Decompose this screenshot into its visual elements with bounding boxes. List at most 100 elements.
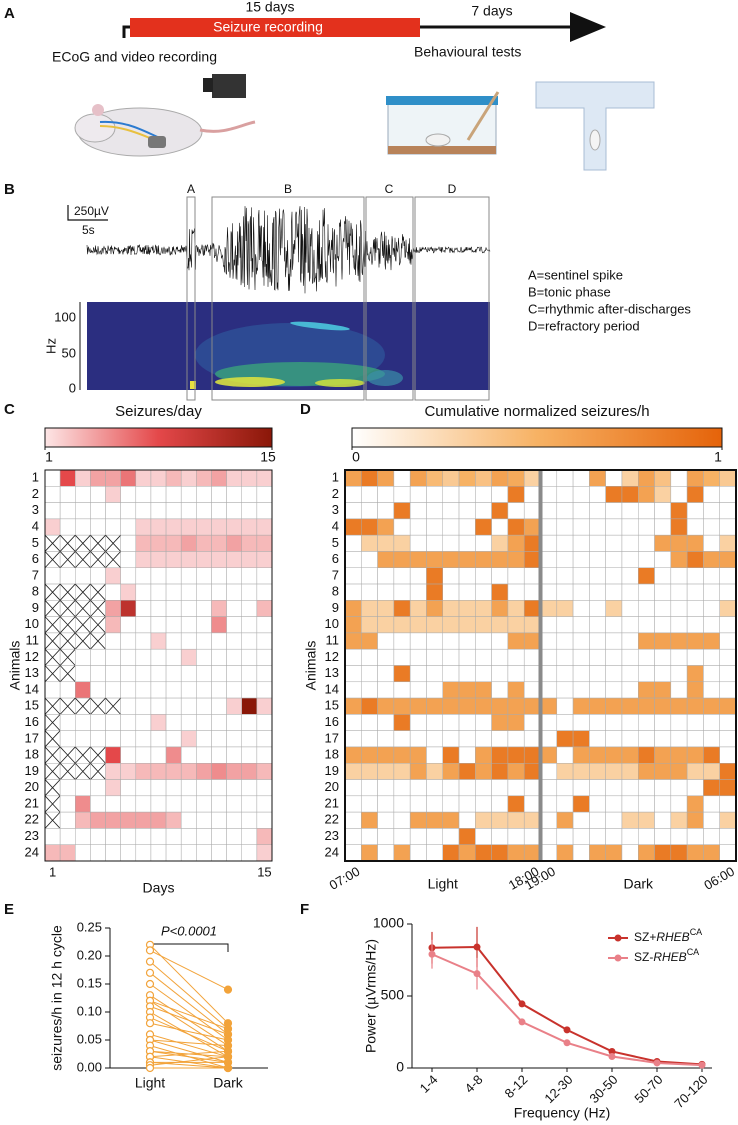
missing-cross: [105, 534, 121, 552]
heat-cell: [256, 795, 273, 813]
heat-cell: [540, 616, 558, 634]
heat-cell: [211, 681, 227, 699]
heat-cell: [196, 648, 212, 666]
heat-cell: [256, 779, 273, 797]
row-label: 19: [325, 763, 339, 778]
heat-cell: [540, 486, 558, 503]
heat-cell: [670, 763, 688, 780]
heat-cell: [458, 795, 476, 813]
heat-cell: [120, 828, 137, 845]
heat-cell: [196, 534, 212, 552]
heat-cell: [556, 518, 574, 536]
heat-cell: [654, 746, 672, 764]
heat-cell: [44, 502, 61, 520]
heat-cell: [719, 502, 737, 520]
heat-cell: [426, 616, 444, 634]
heat-cell: [344, 828, 362, 845]
heat-cell: [241, 518, 258, 536]
heat-cell: [589, 600, 606, 617]
heat-cell: [589, 648, 606, 666]
heat-cell: [638, 828, 655, 845]
heat-cell: [165, 844, 182, 862]
heat-cell: [605, 534, 623, 552]
heat-cell: [589, 795, 606, 813]
heat-cell: [393, 616, 411, 634]
heat-cell: [523, 681, 541, 699]
heat-cell: [44, 567, 61, 585]
heat-cell: [241, 763, 258, 780]
heat-cell: [654, 469, 672, 487]
heat-cell: [241, 795, 258, 813]
y-tick-label: 0.20: [77, 947, 102, 962]
row-label: 1: [32, 470, 39, 485]
heat-cell: [507, 518, 525, 536]
heat-cell: [458, 567, 476, 585]
heat-cell: [670, 681, 688, 699]
heat-cell: [59, 795, 76, 813]
heat-cell: [670, 828, 688, 845]
heat-cell: [638, 714, 655, 731]
heat-cell: [475, 486, 492, 503]
heat-cell: [426, 665, 444, 683]
heat-cell: [523, 795, 541, 813]
heat-cell: [361, 583, 378, 601]
heat-cell: [120, 795, 137, 813]
heat-cell: [458, 616, 476, 634]
heat-cell: [393, 518, 411, 536]
heat-cell: [605, 567, 623, 585]
heat-cell: [556, 730, 574, 748]
heat-cell: [361, 665, 378, 683]
heat-cell: [491, 795, 509, 813]
heat-cell: [196, 779, 212, 797]
heat-cell: [361, 779, 378, 797]
y-tick-label: 1000: [373, 915, 404, 931]
test-days: 7 days: [471, 3, 512, 19]
heat-cell: [523, 486, 541, 503]
heat-cell: [226, 648, 242, 666]
heat-cell: [621, 681, 639, 699]
heat-cell: [105, 518, 121, 536]
heat-cell: [409, 763, 427, 780]
heat-cell: [507, 779, 525, 797]
heat-cell: [507, 469, 525, 487]
heat-cell: [377, 746, 395, 764]
heat-cell: [256, 763, 273, 780]
data-point: [563, 1039, 571, 1047]
heat-cell: [540, 730, 558, 748]
heat-cell: [523, 697, 541, 715]
heat-cell: [605, 844, 623, 862]
heat-cell: [670, 697, 688, 715]
heat-cell: [719, 828, 737, 845]
row-label: 9: [332, 600, 339, 615]
heat-cell: [491, 844, 509, 862]
heat-cell: [393, 730, 411, 748]
heat-cell: [475, 828, 492, 845]
heat-cell: [165, 567, 182, 585]
heat-cell: [686, 469, 704, 487]
data-point: [698, 1061, 706, 1069]
heat-cell: [719, 632, 737, 650]
scale-time: 5s: [82, 223, 95, 237]
heat-cell: [638, 648, 655, 666]
missing-cross: [44, 714, 61, 731]
heat-cell: [458, 681, 476, 699]
heat-cell: [442, 779, 460, 797]
row-label: 3: [32, 502, 39, 517]
heat-cell: [75, 567, 91, 585]
heat-cell: [621, 665, 639, 683]
heat-cell: [120, 567, 137, 585]
row-label: 16: [25, 714, 39, 729]
heat-cell: [507, 551, 525, 568]
heat-cell: [589, 551, 606, 568]
heat-cell: [241, 779, 258, 797]
heat-cell: [475, 600, 492, 617]
heat-cell: [241, 648, 258, 666]
heat-cell: [426, 600, 444, 617]
heat-cell: [393, 648, 411, 666]
heat-cell: [256, 844, 273, 862]
heat-cell: [409, 518, 427, 536]
heat-cell: [226, 665, 242, 683]
segment-label: D: [448, 182, 457, 196]
heat-cell: [589, 714, 606, 731]
heat-cell: [196, 811, 212, 829]
